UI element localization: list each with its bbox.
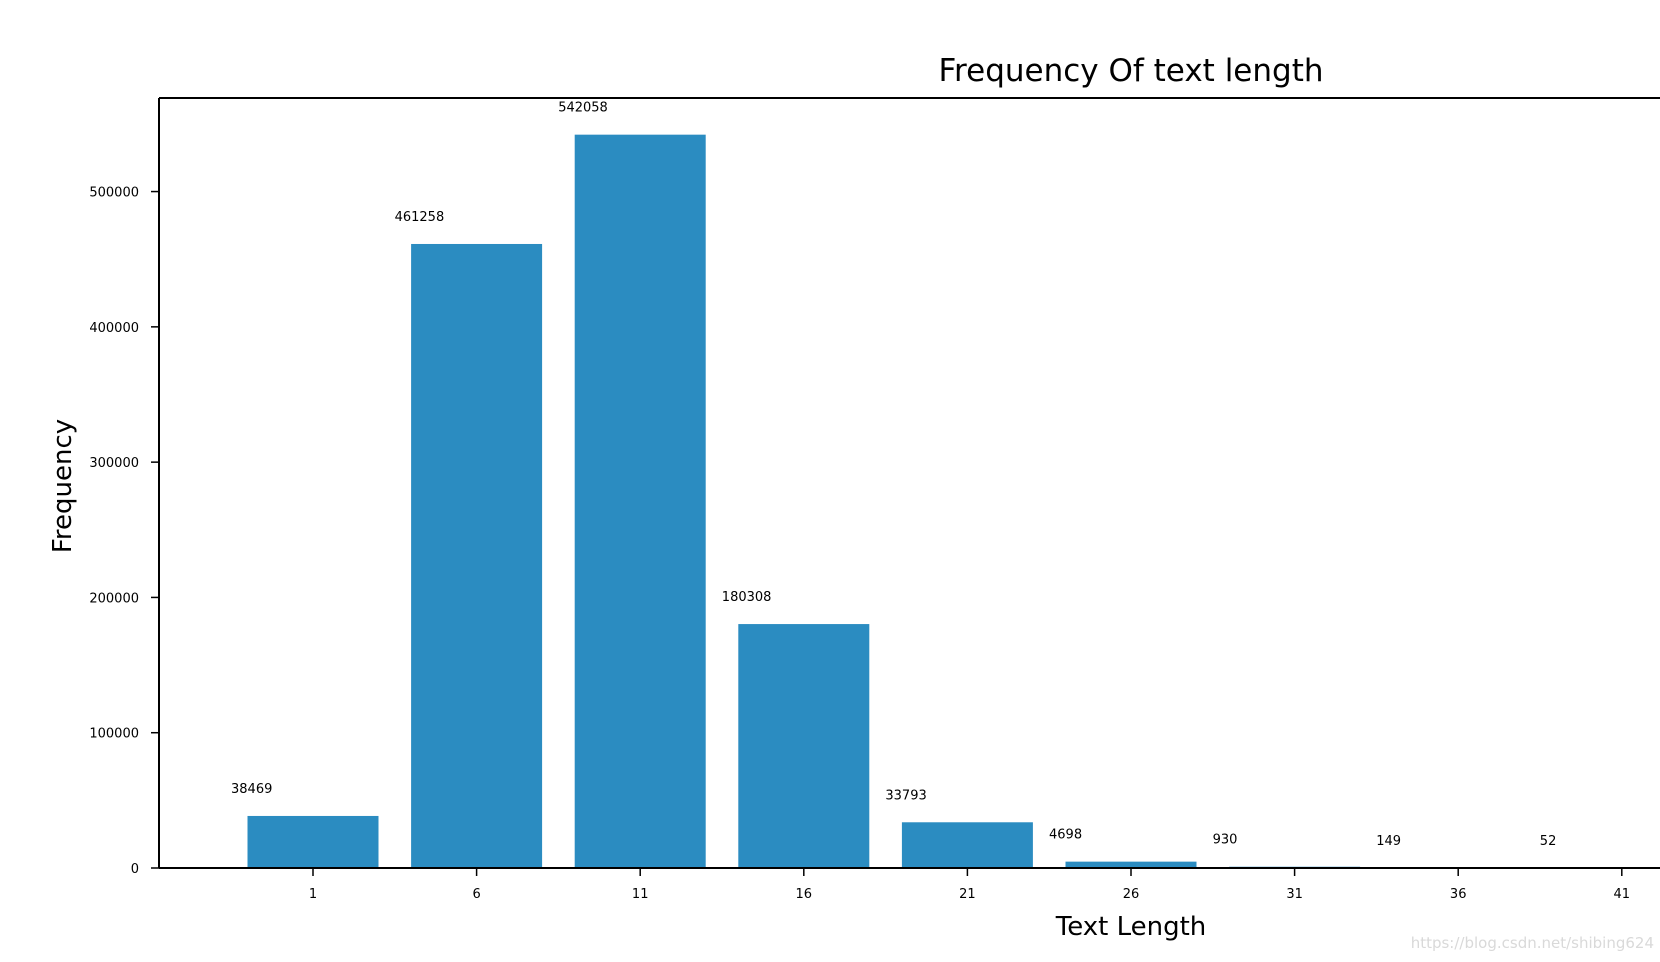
y-tick-label: 500000 [89, 186, 139, 201]
x-tick-label: 41 [1614, 887, 1631, 902]
bar-11 [574, 134, 706, 868]
y-ticks-group: 0 100000 200000 300000 400000 500000 [89, 186, 159, 877]
bar-1 [247, 815, 379, 868]
data-label-31: 930 [1213, 833, 1238, 848]
bar-16 [738, 624, 870, 868]
x-tick-label: 1 [309, 887, 317, 902]
bars-group [247, 134, 1660, 868]
x-ticks-group: 1 6 11 16 21 26 31 36 41 [309, 868, 1630, 902]
y-tick-label: 100000 [89, 727, 139, 742]
x-tick-label: 21 [959, 887, 976, 902]
x-axis-label: Text Length [1055, 912, 1207, 942]
data-label-6: 461258 [395, 210, 445, 225]
y-tick-label: 400000 [89, 321, 139, 336]
watermark: https://blog.csdn.net/shibing624 [1410, 934, 1654, 952]
x-tick-label: 36 [1450, 887, 1467, 902]
chart-title: Frequency Of text length [938, 53, 1323, 89]
x-tick-label: 11 [632, 887, 649, 902]
data-label-11: 542058 [558, 101, 608, 116]
data-label-16: 180308 [722, 590, 772, 605]
data-label-21: 33793 [885, 788, 926, 803]
bar-6 [411, 243, 543, 868]
y-tick-label: 0 [131, 862, 139, 877]
data-labels-group: 38469 461258 542058 180308 33793 4698 930 149 52 [231, 101, 1556, 849]
y-axis-label: Frequency [48, 419, 78, 553]
axes [158, 97, 1660, 869]
data-label-26: 4698 [1049, 828, 1082, 843]
y-tick-label: 300000 [89, 456, 139, 471]
x-tick-label: 16 [796, 887, 813, 902]
bar-26 [1065, 861, 1197, 868]
x-tick-label: 31 [1286, 887, 1303, 902]
x-tick-label: 6 [472, 887, 480, 902]
x-tick-label: 26 [1123, 887, 1140, 902]
data-label-1: 38469 [231, 782, 272, 797]
data-label-41: 52 [1540, 834, 1557, 849]
bar-21 [901, 822, 1033, 868]
data-label-36: 149 [1376, 834, 1401, 849]
y-tick-label: 200000 [89, 591, 139, 606]
